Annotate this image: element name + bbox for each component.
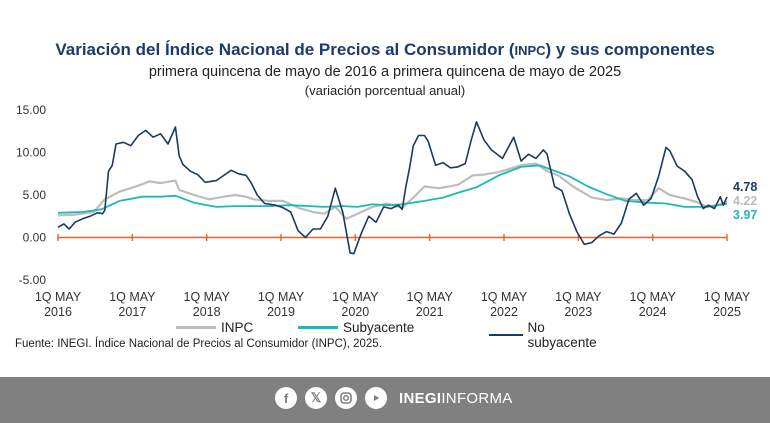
x-tick-label: 1Q MAY [109, 290, 156, 304]
legend-item: INPC [176, 320, 253, 335]
x-tick-year: 2022 [490, 305, 518, 319]
x-tick-year: 2018 [193, 305, 221, 319]
end-value-label: 3.97 [733, 208, 757, 222]
x-tick-label: 1Q MAY [704, 290, 751, 304]
legend-label: Subyacente [343, 320, 415, 335]
end-value-label: 4.78 [733, 180, 757, 194]
brand-rest: INFORMA [441, 389, 513, 407]
x-tick-label: 1Q MAY [555, 290, 602, 304]
x-tick-year: 2017 [118, 305, 146, 319]
source-note: Fuente: INEGI. Índice Nacional de Precio… [15, 338, 382, 350]
title-part1: Variación del Índice Nacional de Precios… [55, 40, 515, 59]
legend-swatch [176, 326, 216, 329]
title-part2: ) y sus componentes [545, 40, 715, 59]
legend-item: No subyacente [489, 320, 603, 350]
chart-subtitle-units: (variación porcentual anual) [304, 83, 466, 98]
x-icon[interactable]: 𝕏 [305, 387, 327, 409]
x-tick-year: 2021 [416, 305, 444, 319]
x-tick-year: 2023 [564, 305, 592, 319]
x-tick-year: 2016 [44, 305, 72, 319]
footer-bar: f 𝕏 INEGIINFORMA [0, 377, 770, 423]
y-tick-label: 15.00 [16, 103, 46, 117]
instagram-icon[interactable] [335, 387, 357, 409]
brand-inegi-informa[interactable]: INEGIINFORMA [399, 390, 513, 407]
x-tick-label: 1Q MAY [184, 290, 231, 304]
x-tick-label: 1Q MAY [630, 290, 677, 304]
chart-subtitle: primera quincena de mayo de 2016 a prime… [148, 64, 622, 80]
chart-title: Variación del Índice Nacional de Precios… [0, 40, 770, 60]
facebook-icon[interactable]: f [275, 387, 297, 409]
x-tick-label: 1Q MAY [35, 290, 82, 304]
legend-item: Subyacente [298, 320, 414, 335]
x-tick-year: 2019 [267, 305, 295, 319]
end-value-label: 4.22 [733, 194, 757, 208]
series-line-subyacente [57, 164, 728, 214]
series-line-no-subyacente [57, 121, 728, 255]
youtube-icon[interactable] [365, 387, 387, 409]
x-tick-label: 1Q MAY [407, 290, 454, 304]
social-links: f 𝕏 INEGIINFORMA [275, 387, 513, 409]
y-tick-label: 0.00 [23, 231, 47, 245]
series-line-inpc [57, 162, 728, 220]
y-tick-label: 5.00 [23, 188, 47, 202]
x-tick-label: 1Q MAY [481, 290, 528, 304]
x-tick-year: 2024 [639, 305, 667, 319]
x-tick-label: 1Q MAY [258, 290, 305, 304]
y-tick-label: 10.00 [16, 146, 46, 160]
legend-swatch [298, 326, 338, 329]
brand-bold: INEGI [399, 389, 442, 407]
x-tick-label: 1Q MAY [332, 290, 379, 304]
x-tick-year: 2025 [713, 305, 741, 319]
y-tick-label: -5.00 [19, 273, 47, 287]
legend-label: No subyacente [527, 320, 597, 350]
x-tick-year: 2020 [341, 305, 369, 319]
legend-swatch [489, 333, 523, 337]
title-inpc: INPC [514, 43, 546, 58]
legend-label: INPC [221, 320, 254, 335]
